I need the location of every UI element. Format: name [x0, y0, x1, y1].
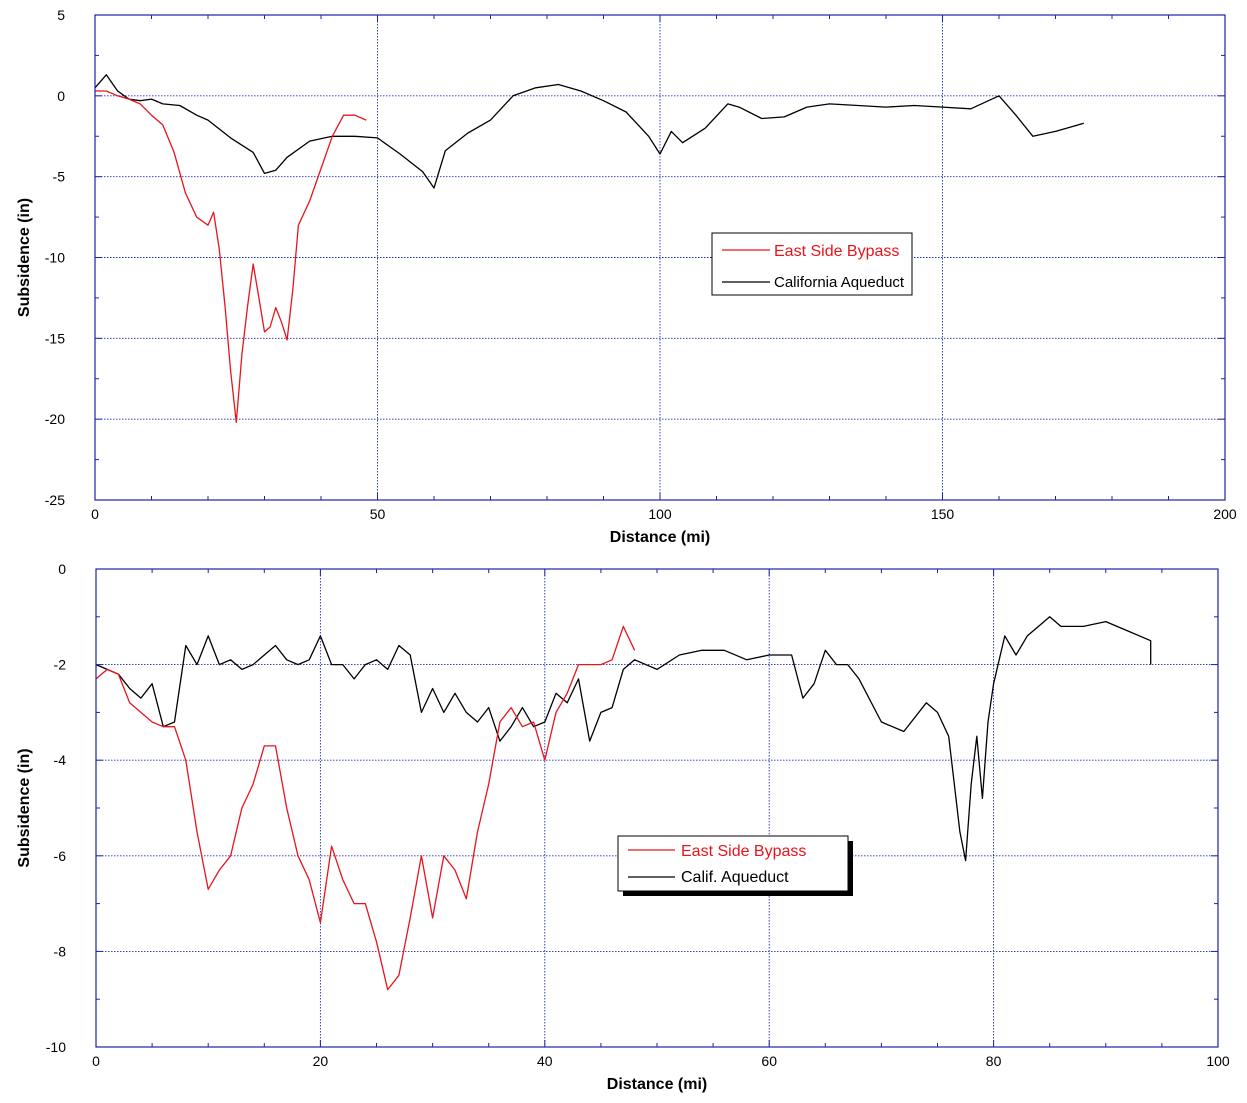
series-line-east-side-bypass — [95, 625, 636, 991]
series-line-calif-aqueduct — [95, 616, 1152, 862]
y-tick-label: -20 — [45, 411, 65, 427]
series-line-east-side-bypass — [95, 90, 367, 424]
x-tick-label: 150 — [931, 506, 955, 522]
chart-bottom-y-axis-title: Subsidence (in) — [16, 748, 33, 867]
chart-bottom-frame — [95, 568, 1219, 1048]
chart-bottom-ticks — [95, 568, 1219, 1048]
y-tick-label: -15 — [45, 330, 65, 346]
y-tick-label: 0 — [57, 88, 65, 104]
chart-top-x-axis-title: Distance (mi) — [610, 529, 710, 546]
x-tick-label: 200 — [1213, 506, 1237, 522]
x-tick-label: 0 — [91, 506, 99, 522]
y-tick-label: -8 — [54, 943, 67, 959]
chart-bottom-grid — [96, 569, 1218, 1047]
x-tick-label: 100 — [1206, 1053, 1230, 1069]
y-tick-label: -6 — [54, 848, 67, 864]
legend-label-east-side-bypass: East Side Bypass — [681, 843, 806, 860]
x-tick-label: 50 — [370, 506, 386, 522]
legend-label-calif-aqueduct: Calif. Aqueduct — [681, 869, 789, 886]
y-tick-label: -5 — [53, 169, 66, 185]
y-tick-label: -4 — [54, 752, 67, 768]
x-tick-label: 60 — [761, 1053, 777, 1069]
chart-top-ticks — [94, 14, 1226, 501]
chart-bottom-x-axis-title: Distance (mi) — [607, 1076, 707, 1093]
x-tick-label: 80 — [986, 1053, 1002, 1069]
x-tick-label: 20 — [313, 1053, 329, 1069]
chart-bottom-legend: East Side Bypass Calif. Aqueduct — [617, 835, 853, 896]
legend-label-east-side-bypass: East Side Bypass — [774, 243, 899, 260]
legend-label-california-aqueduct: California Aqueduct — [774, 274, 905, 291]
chart-bottom-tick-labels: 0 20 40 60 80 100 0 -2 -4 -6 -8 -10 — [46, 561, 1230, 1069]
y-tick-label: -10 — [45, 250, 65, 266]
y-tick-label: 5 — [57, 7, 65, 23]
x-tick-label: 100 — [648, 506, 672, 522]
chart-top-legend: East Side Bypass California Aqueduct — [711, 232, 913, 296]
x-tick-label: 40 — [537, 1053, 553, 1069]
series-line-california-aqueduct — [94, 74, 1084, 189]
chart-top-grid — [95, 15, 1225, 500]
y-tick-label: -2 — [54, 657, 67, 673]
y-tick-label: -25 — [45, 492, 65, 508]
x-tick-label: 0 — [92, 1053, 100, 1069]
chart-top-y-axis-title: Subsidence (in) — [16, 198, 33, 317]
chart-bottom-series — [95, 616, 1152, 991]
chart-top-series — [94, 74, 1084, 424]
y-tick-label: 0 — [58, 561, 66, 577]
chart-bottom: 0 20 40 60 80 100 0 -2 -4 -6 -8 -10 Distance (mi) S… — [16, 561, 1230, 1093]
y-tick-label: -10 — [46, 1039, 66, 1055]
